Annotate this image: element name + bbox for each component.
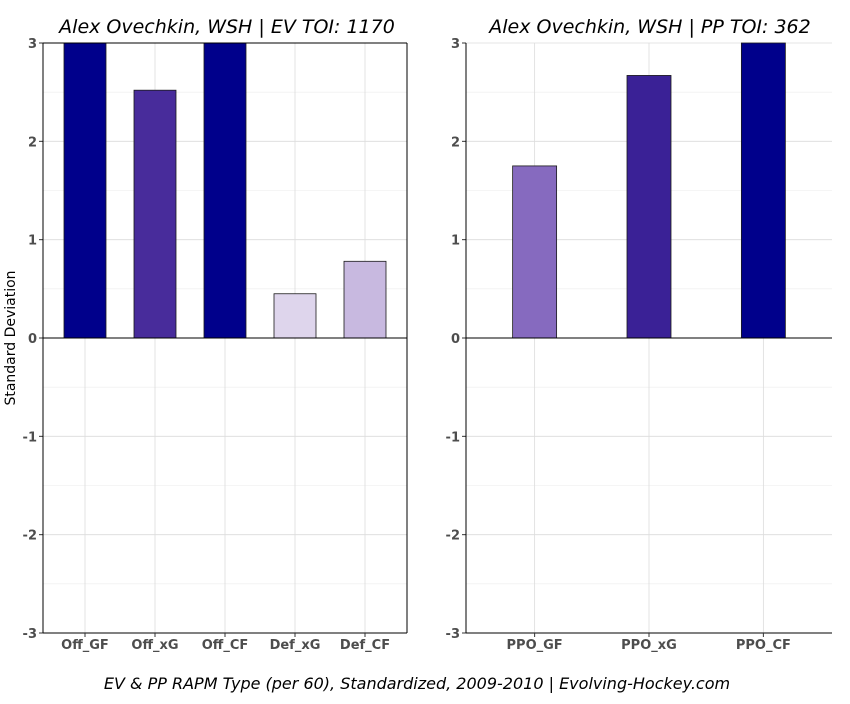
figure-caption: EV & PP RAPM Type (per 60), Standardized… bbox=[104, 674, 730, 693]
x-tick-label: Off_GF bbox=[61, 638, 109, 653]
y-tick-label: -2 bbox=[23, 529, 37, 544]
x-tick-label: PPO_xG bbox=[621, 638, 677, 653]
x-tick-label: Def_CF bbox=[340, 638, 390, 653]
bar-off-cf bbox=[203, 42, 247, 339]
y-tick-label: -1 bbox=[446, 430, 460, 445]
x-tick-label: Off_xG bbox=[131, 638, 178, 653]
bar-def-xg bbox=[273, 293, 317, 339]
y-tick-label: -3 bbox=[23, 627, 37, 642]
panel-title: Alex Ovechkin, WSH | EV TOI: 1170 bbox=[57, 16, 395, 38]
x-tick-label: PPO_CF bbox=[736, 638, 791, 653]
y-tick-label: 3 bbox=[451, 37, 460, 52]
bar-ppo-gf bbox=[512, 165, 558, 339]
x-tick-label: Def_xG bbox=[270, 638, 321, 653]
pp-panel: Alex Ovechkin, WSH | PP TOI: 362 -3 -2 -1 0 1… bbox=[446, 16, 832, 653]
y-tick-label: 1 bbox=[28, 234, 37, 249]
y-axis-label: Standard Deviation bbox=[3, 270, 19, 405]
y-tick-label: -2 bbox=[446, 529, 460, 544]
bar-ppo-cf bbox=[740, 42, 786, 339]
y-tick-label: 0 bbox=[451, 332, 460, 347]
x-tick-label: PPO_GF bbox=[507, 638, 563, 653]
y-tick-label: -3 bbox=[446, 627, 460, 642]
y-tick-label: 3 bbox=[28, 37, 37, 52]
y-tick-label: 0 bbox=[28, 332, 37, 347]
y-tick-label: -1 bbox=[23, 430, 37, 445]
bar-off-gf bbox=[63, 42, 107, 339]
panel-title: Alex Ovechkin, WSH | PP TOI: 362 bbox=[487, 16, 810, 38]
bar-def-cf bbox=[343, 260, 387, 339]
x-tick-label: Off_CF bbox=[202, 638, 249, 653]
y-tick-label: 2 bbox=[28, 135, 37, 150]
y-tick-label: 1 bbox=[451, 234, 460, 249]
ev-panel: Alex Ovechkin, WSH | EV TOI: 1170 -3 -2 -1 0… bbox=[23, 16, 408, 653]
y-tick-label: 2 bbox=[451, 135, 460, 150]
bar-ppo-xg bbox=[626, 75, 672, 339]
bar-off-xg bbox=[133, 89, 177, 339]
